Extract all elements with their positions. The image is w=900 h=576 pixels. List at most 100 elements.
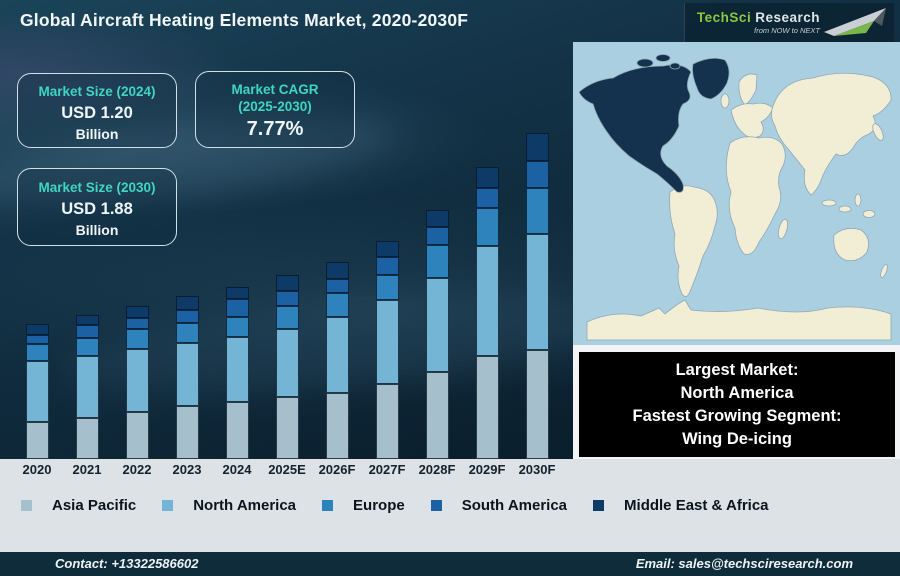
bar-segment-south-america <box>425 227 449 245</box>
bar-segment-europe <box>525 188 549 234</box>
x-axis-label: 2029F <box>468 462 506 477</box>
bar-segment-europe <box>75 338 99 356</box>
stat-label: Market Size (2024) <box>38 84 156 99</box>
x-axis-labels: 2020 2021 2022 2023 2024 2025E 2026F 2027F 2028F… <box>0 459 900 479</box>
bar-segment-asia-pacific <box>125 412 149 459</box>
bar-segment-europe <box>375 275 399 300</box>
bar-segment-middle-east-africa <box>425 210 449 227</box>
bar-segment-europe <box>325 293 349 317</box>
stat-box-market-size-2024: Market Size (2024) USD 1.20 Billion <box>17 73 177 148</box>
legend-swatch-icon <box>322 500 334 511</box>
continent-asia <box>771 72 892 196</box>
bar-segment-middle-east-africa <box>125 306 149 318</box>
islands-philippines <box>854 193 862 207</box>
bar-segment-middle-east-africa <box>25 324 49 335</box>
stat-unit: Billion <box>75 126 119 142</box>
logo-tagline: from NOW to NEXT <box>754 26 820 35</box>
logo-brand-secondary: Research <box>755 10 820 25</box>
islands-new-guinea <box>862 210 876 218</box>
islands-canadian-arctic <box>669 62 681 70</box>
chart-legend: Asia Pacific North America Europe South Ame… <box>0 497 900 514</box>
bar-segment-north-america <box>125 349 149 412</box>
footer-contact: Contact: +13322586602 <box>55 556 199 571</box>
bar-segment-south-america <box>325 279 349 293</box>
bar-segment-europe <box>25 344 49 361</box>
bar-segment-north-america <box>525 234 549 350</box>
bar-segment-asia-pacific <box>525 350 549 459</box>
bar-segment-asia-pacific <box>75 418 99 459</box>
bar-segment-middle-east-africa <box>225 287 249 299</box>
island-greenland-highlight <box>692 57 730 100</box>
legend-swatch-icon <box>593 500 605 511</box>
continent-europe <box>738 73 758 106</box>
stat-label: (2025-2030) <box>238 99 312 114</box>
bar-segment-north-america <box>275 329 299 397</box>
x-axis-label: 2030F <box>518 462 556 477</box>
logo-brand-primary: TechSci <box>696 10 752 25</box>
islands-japan <box>872 123 884 141</box>
bar-segment-north-america <box>375 300 399 384</box>
stat-box-market-cagr: Market CAGR (2025-2030) 7.77% <box>195 71 355 148</box>
bar-segment-middle-east-africa <box>75 315 99 325</box>
legend-swatch-icon <box>162 500 174 511</box>
stat-unit: Billion <box>75 222 119 238</box>
bar-segment-north-america <box>325 317 349 393</box>
island-uk <box>720 93 730 109</box>
stat-box-market-size-2030: Market Size (2030) USD 1.88 Billion <box>17 168 177 246</box>
stat-label: Market CAGR <box>231 82 319 97</box>
world-map <box>573 42 900 345</box>
x-axis-label: 2025E <box>268 462 306 477</box>
bar-segment-south-america <box>275 291 299 306</box>
bar-segment-north-america <box>25 361 49 422</box>
continent-europe-mainland <box>730 102 774 138</box>
islands-canadian-arctic <box>636 58 654 68</box>
bar-segment-middle-east-africa <box>525 133 549 161</box>
world-map-graphic <box>573 42 900 345</box>
bar-segment-europe <box>425 245 449 278</box>
bar-segment-middle-east-africa <box>475 167 499 188</box>
bar-segment-south-america <box>225 299 249 317</box>
stat-value: 7.77% <box>246 118 304 140</box>
largest-market-callout: Largest Market: North America Fastest Gr… <box>579 352 895 457</box>
x-axis-label: 2027F <box>368 462 406 477</box>
continent-south-america <box>669 185 718 297</box>
bar-segment-north-america <box>425 278 449 372</box>
callout-line: North America <box>680 384 794 402</box>
x-axis-label: 2020 <box>22 462 52 477</box>
islands-canadian-arctic <box>655 54 671 62</box>
axis-and-legend-band: 2020 2021 2022 2023 2024 2025E 2026F 2027F 2028F… <box>0 459 900 552</box>
bar-segment-north-america <box>75 356 99 418</box>
islands-indonesia <box>838 205 852 213</box>
bar-segment-europe <box>175 323 199 343</box>
footer-email: Email: sales@techsciresearch.com <box>635 556 853 571</box>
bar-segment-asia-pacific <box>475 356 499 459</box>
x-axis-label: 2026F <box>318 462 356 477</box>
logo-text: TechSci Research from NOW to NEXT <box>697 10 820 35</box>
bar-segment-north-america <box>475 246 499 356</box>
bar-segment-north-america <box>225 337 249 402</box>
legend-item-europe: Europe <box>322 497 405 514</box>
x-axis-label: 2021 <box>72 462 102 477</box>
bar-segment-south-america <box>25 335 49 344</box>
stat-value: USD 1.88 <box>61 200 133 218</box>
legend-label: North America <box>193 497 297 514</box>
footer-bar: Contact: +13322586602 Email: sales@techs… <box>0 552 900 576</box>
island-new-zealand <box>880 263 888 279</box>
bar-segment-europe <box>275 306 299 329</box>
bar-segment-south-america <box>125 318 149 329</box>
bar-segment-south-america <box>75 325 99 338</box>
continent-africa <box>725 136 786 255</box>
bar-segment-europe <box>225 317 249 337</box>
x-axis-label: 2028F <box>418 462 456 477</box>
bar-segment-south-america <box>375 257 399 275</box>
legend-item-middle-east-africa: Middle East & Africa <box>593 497 769 514</box>
bar-segment-europe <box>475 208 499 246</box>
legend-label: Asia Pacific <box>52 497 137 514</box>
callout-line: Wing De-icing <box>682 430 792 448</box>
callout-line: Largest Market: <box>675 361 799 379</box>
bar-segment-europe <box>125 329 149 349</box>
legend-item-north-america: North America <box>162 497 296 514</box>
x-axis-label: 2022 <box>122 462 152 477</box>
islands-indonesia <box>821 199 837 207</box>
